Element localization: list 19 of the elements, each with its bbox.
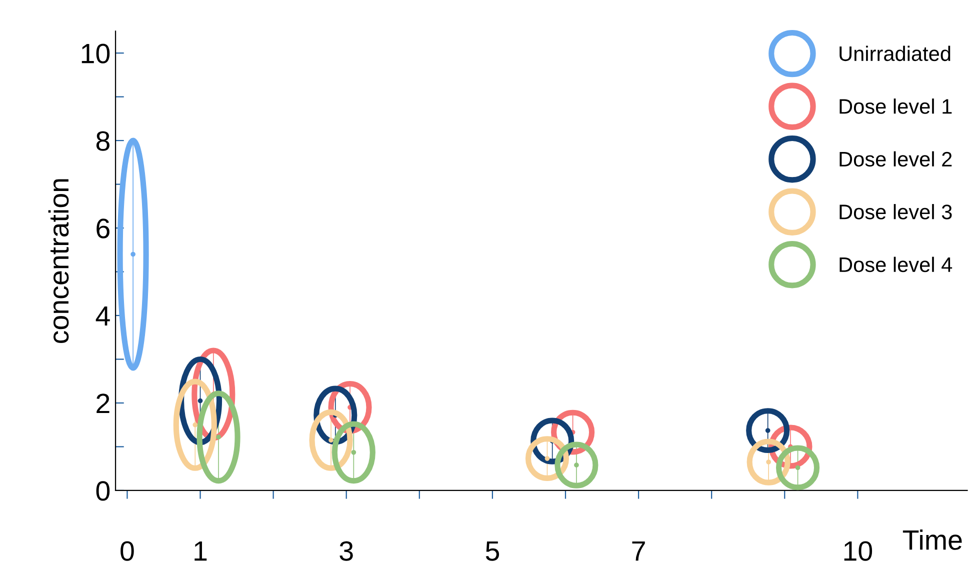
- legend-label: Dose level 2: [840, 151, 952, 167]
- y-tick-label: 4: [96, 306, 110, 326]
- x-tick-label: 3: [340, 541, 353, 561]
- x-axis-title: Time: [902, 529, 962, 550]
- x-tick-label: 1: [194, 541, 207, 561]
- y-tick-label: 10: [82, 44, 110, 64]
- legend-label: Dose level 3: [840, 204, 952, 220]
- legend-label: Dose level 4: [840, 256, 952, 272]
- x-tick-label: 5: [486, 541, 500, 561]
- y-tick-label: 0: [96, 481, 110, 501]
- y-tick-label: 8: [96, 131, 110, 151]
- y-axis-title: concentration: [48, 179, 69, 344]
- y-tick-label: 2: [96, 394, 110, 414]
- x-tick-label: 10: [844, 541, 872, 561]
- y-tick-label: 6: [96, 218, 110, 238]
- x-tick-label: 0: [120, 541, 134, 561]
- legend-label: Unirradiated: [840, 46, 950, 62]
- legend-label: Dose level 1: [840, 98, 952, 114]
- x-tick-label: 7: [632, 541, 645, 561]
